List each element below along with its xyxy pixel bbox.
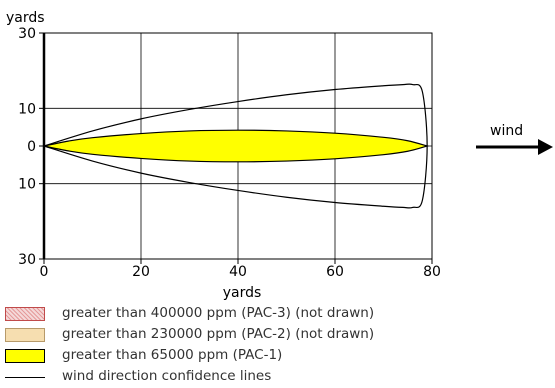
x-tick-label: 80 <box>423 264 441 280</box>
legend-label-confidence-lines: wind direction confidence lines <box>62 368 272 384</box>
x-axis-label: yards <box>223 285 262 300</box>
wind-confidence-lines <box>43 83 428 209</box>
y-tick-label: 30 <box>18 26 36 42</box>
pac3-swatch <box>5 307 45 321</box>
pac2-swatch <box>5 328 45 342</box>
y-tick-label: 0 <box>27 139 36 155</box>
legend-label-pac1: greater than 65000 ppm (PAC-1) <box>62 347 283 363</box>
y-tick-label: 10 <box>18 177 36 193</box>
legend-item-pac1: greater than 65000 ppm (PAC-1) <box>0 346 555 366</box>
x-tick-labels: 0 20 40 60 80 <box>40 264 441 280</box>
legend-label-pac2: greater than 230000 ppm (PAC-2) (not dra… <box>62 326 375 342</box>
wind-arrow-icon <box>476 139 553 155</box>
legend-label-pac3: greater than 400000 ppm (PAC-3) (not dra… <box>62 305 375 321</box>
x-tick-label: 0 <box>40 264 49 280</box>
y-tick-label: 10 <box>18 101 36 117</box>
pac1-threat-zone <box>43 129 430 163</box>
x-tick-label: 20 <box>132 264 150 280</box>
y-axis-label: yards <box>6 10 45 26</box>
x-tick-label: 60 <box>326 264 344 280</box>
legend-item-pac3: greater than 400000 ppm (PAC-3) (not dra… <box>0 304 555 324</box>
confidence-line-swatch <box>5 377 45 378</box>
legend-item-pac2: greater than 230000 ppm (PAC-2) (not dra… <box>0 325 555 345</box>
axes <box>39 32 433 264</box>
legend-item-confidence-lines: wind direction confidence lines <box>0 367 555 387</box>
pac1-swatch <box>5 349 45 363</box>
x-tick-label: 40 <box>229 264 247 280</box>
y-tick-labels: 30 10 0 10 30 <box>18 26 36 268</box>
threat-zone-chart: yards 30 10 0 10 30 0 20 40 60 80 yards wind <box>6 10 553 300</box>
wind-label: wind <box>490 123 523 139</box>
y-tick-label: 30 <box>18 252 36 268</box>
